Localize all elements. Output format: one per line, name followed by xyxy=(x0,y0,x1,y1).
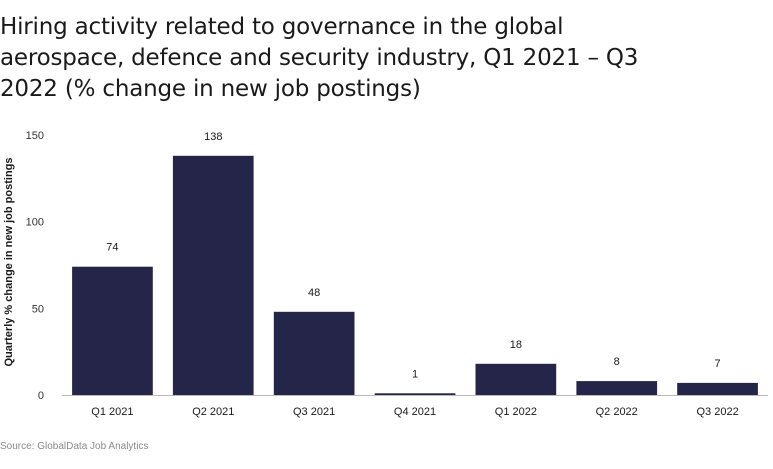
y-tick-label: 150 xyxy=(26,130,44,142)
bar-q3-2021 xyxy=(273,311,355,395)
x-tick-label: Q1 2021 xyxy=(91,406,133,418)
bar-q2-2021 xyxy=(172,155,254,395)
y-tick-label: 100 xyxy=(26,217,44,229)
x-tick-label: Q3 2022 xyxy=(696,406,738,418)
x-tick-label: Q2 2021 xyxy=(192,406,234,418)
x-tick-label: Q2 2022 xyxy=(596,406,638,418)
data-label: 8 xyxy=(614,356,620,368)
y-axis-label: Quarterly % change in new job postings xyxy=(3,157,15,367)
data-label: 48 xyxy=(308,287,320,299)
y-tick-label: 0 xyxy=(38,390,44,402)
bar-q2-2022 xyxy=(576,381,658,395)
x-tick-label: Q4 2021 xyxy=(394,406,436,418)
bar-chart: 0 50 100 150 74 Q1 2021 138 Q2 2021 48 Q3 2021 1 Q4… xyxy=(26,130,768,418)
data-label: 138 xyxy=(204,131,222,143)
chart-area: 0 50 100 150 74 Q1 2021 138 Q2 2021 48 Q3 2021 1 Q4… xyxy=(0,120,773,430)
x-tick-label: Q3 2021 xyxy=(293,406,335,418)
bar-q4-2021 xyxy=(374,393,456,395)
data-label: 7 xyxy=(715,358,721,370)
data-label: 18 xyxy=(510,339,522,351)
source-note: Source: GlobalData Job Analytics xyxy=(0,441,149,452)
x-tick-label: Q1 2022 xyxy=(495,406,537,418)
y-tick-label: 50 xyxy=(32,303,44,315)
data-label: 1 xyxy=(412,368,418,380)
bar-q3-2022 xyxy=(677,382,758,395)
bar-q1-2022 xyxy=(475,363,557,395)
bar-q1-2021 xyxy=(72,266,153,395)
data-label: 74 xyxy=(106,242,118,254)
chart-title: Hiring activity related to governance in… xyxy=(0,14,639,102)
